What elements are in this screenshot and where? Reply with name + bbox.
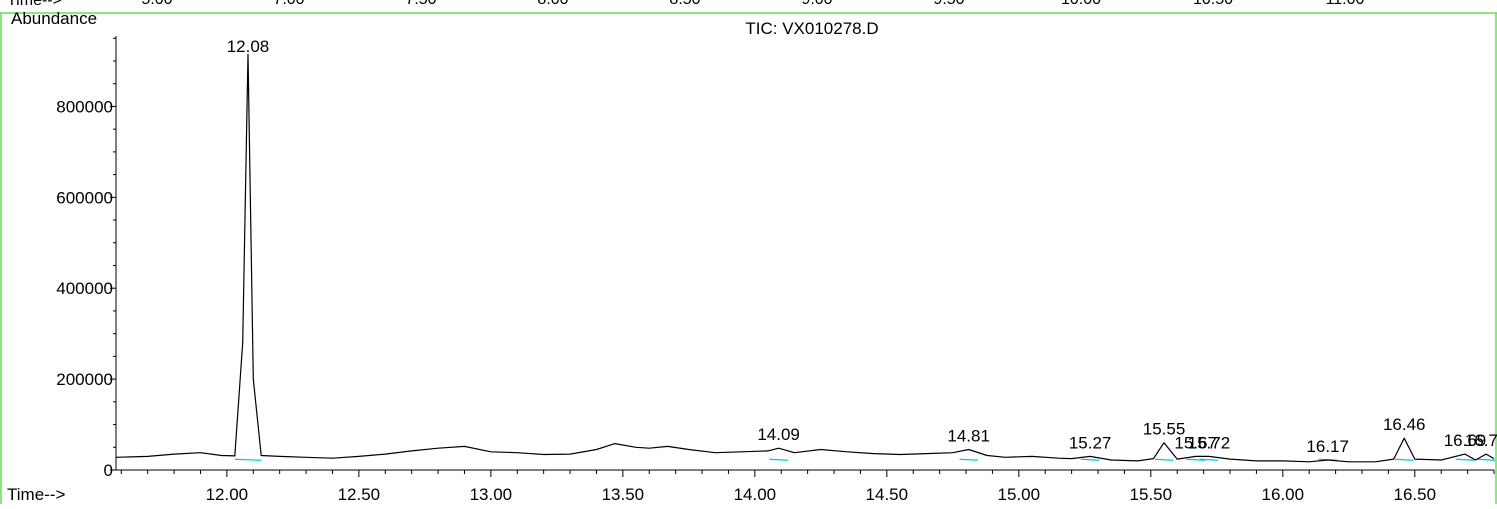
previous-panel-tick-label: 9.00	[801, 0, 832, 8]
peak-label: 16.17	[1306, 437, 1349, 456]
peak-label: 15.55	[1143, 420, 1186, 439]
peak-baseline	[1199, 458, 1219, 461]
peak-label: 16.77	[1465, 431, 1497, 450]
previous-panel-tick-label: 7.00	[273, 0, 304, 8]
peak-baseline	[1080, 458, 1100, 461]
previous-panel-tick-label: 5.00	[141, 0, 172, 8]
axis-ticks: 12.00 12.50 13.00 13.50 14.00 14.50 15.00 15.50…	[56, 37, 1495, 504]
x-tick-label: 16.00	[1262, 485, 1305, 504]
peak-baseline	[1154, 458, 1174, 461]
peak-label: 14.09	[757, 425, 800, 444]
peak-baseline	[1394, 458, 1414, 461]
x-tick-label: 16.50	[1394, 485, 1437, 504]
x-tick-label: 14.00	[734, 485, 777, 504]
tic-trace	[115, 53, 1495, 463]
peak-baseline	[769, 458, 788, 461]
peak-baseline	[1455, 458, 1475, 461]
peak-label: 15.72	[1188, 433, 1231, 452]
previous-panel-time-label: Time-->	[7, 0, 62, 9]
x-tick-label: 15.50	[1130, 485, 1173, 504]
peak-baseline	[1476, 458, 1496, 461]
peak-label: 12.08	[227, 37, 270, 56]
x-tick-label: 15.00	[998, 485, 1041, 504]
y-tick-label: 200000	[56, 370, 113, 389]
previous-panel-tick-label: 9.50	[933, 0, 964, 8]
previous-panel-tick-label: 10.50	[1193, 0, 1233, 8]
previous-panel-tick-label: 8.00	[537, 0, 568, 8]
y-tick-label: 600000	[56, 188, 113, 207]
x-tick-label: 12.00	[206, 485, 249, 504]
x-tick-label: 12.50	[338, 485, 381, 504]
y-tick-label: 800000	[56, 97, 113, 116]
integration-baselines	[234, 458, 1496, 461]
x-tick-label: 13.50	[602, 485, 645, 504]
previous-panel-tick-label: 10.00	[1061, 0, 1101, 8]
peak-baseline	[234, 458, 262, 461]
chart-title: TIC: VX010278.D	[745, 19, 878, 38]
peak-label: 16.46	[1383, 415, 1426, 434]
previous-panel-strip: Time--> 5.00 7.00 7.50 8.00 8.50 9.00 9.50 10.0…	[7, 0, 1365, 9]
peak-baseline	[1186, 458, 1205, 461]
previous-panel-tick-label: 8.50	[669, 0, 700, 8]
y-axis-label: Abundance	[11, 9, 97, 28]
x-tick-label: 14.50	[866, 485, 909, 504]
previous-panel-tick-label: 11.00	[1326, 0, 1365, 8]
previous-panel-tick-label: 7.50	[405, 0, 436, 8]
peak-baseline	[959, 458, 978, 461]
y-tick-label: 0	[104, 461, 113, 480]
y-tick-label: 400000	[56, 279, 113, 298]
peak-label: 15.67	[1174, 433, 1217, 452]
peak-label: 16.69	[1444, 431, 1487, 450]
peak-label: 14.81	[947, 427, 990, 446]
peak-label: 15.27	[1069, 433, 1112, 452]
x-tick-label: 13.00	[470, 485, 513, 504]
x-axis-label: Time-->	[7, 485, 65, 504]
